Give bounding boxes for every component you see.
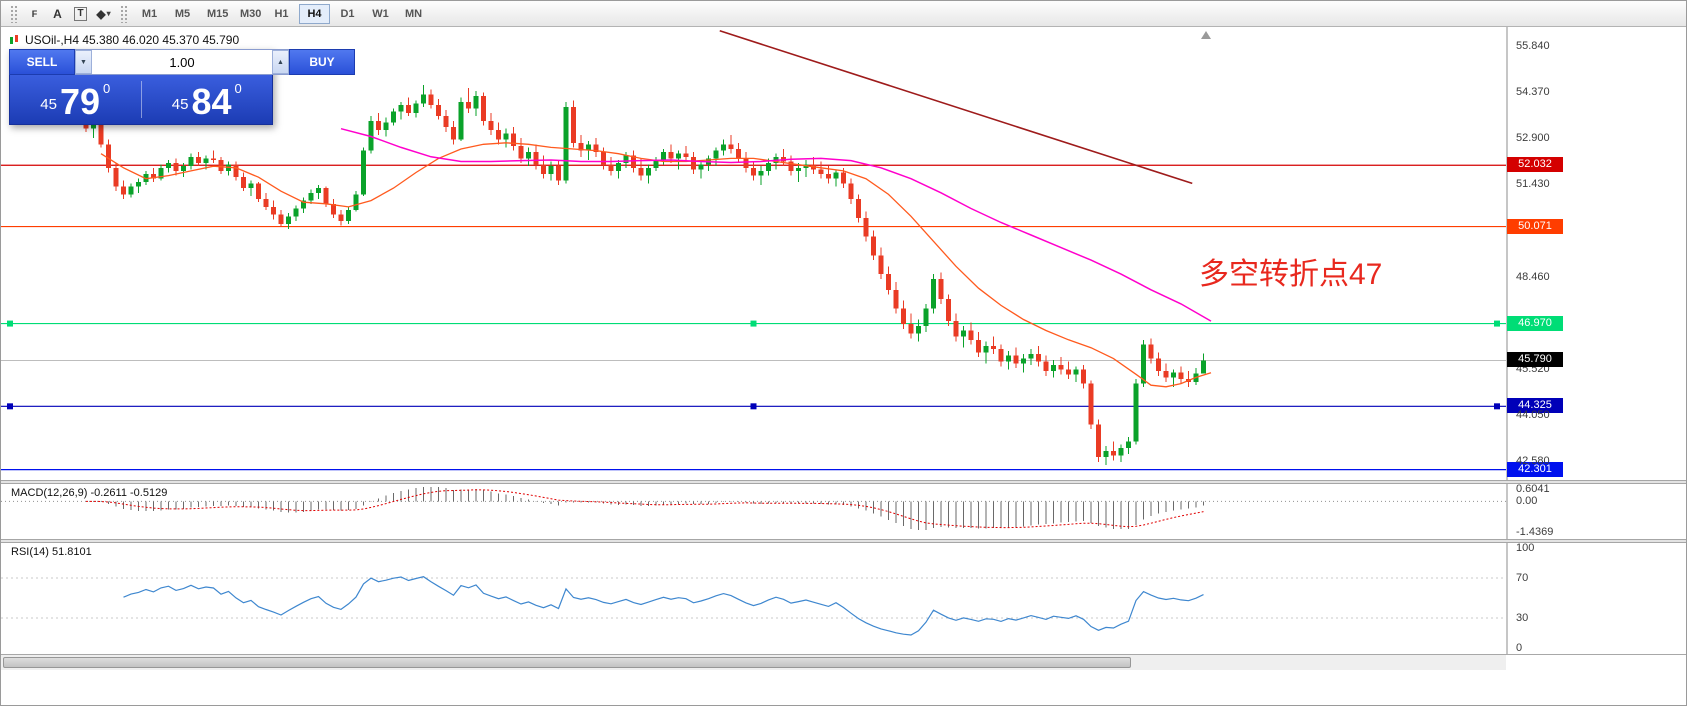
axis-tick-label: 0: [1516, 642, 1523, 654]
chart-annotation-text[interactable]: 多空转折点47: [1199, 258, 1383, 291]
volume-input[interactable]: [92, 50, 272, 74]
horizontal-scrollbar[interactable]: [1, 654, 1686, 670]
price-axis[interactable]: 52.032 50.071 46.970 44.325 42.301 55.840 54.3…: [1507, 27, 1686, 480]
ma_slow-line: [340, 127, 1212, 322]
macd-indicator-label: MACD(12,26,9) -0.2611 -0.5129: [11, 487, 168, 499]
symbol-ohlc-text: USOil-,H4 45.380 46.020 45.370 45.790: [25, 33, 240, 47]
timeframe-h1-button[interactable]: H1: [266, 4, 297, 24]
dropdown-arrow-icon: ▾: [106, 9, 111, 18]
price-level-badge: 44.325: [1507, 398, 1563, 414]
symbol-info: USOil-,H4 45.380 46.020 45.370 45.790: [9, 33, 239, 47]
buy-button[interactable]: BUY: [289, 49, 355, 75]
buy-price-prefix: 45: [171, 96, 189, 113]
axis-tick-label: 48.460: [1516, 270, 1550, 283]
trendline[interactable]: [719, 29, 1193, 185]
axis-tick-label: 52.900: [1516, 132, 1550, 145]
axis-tick-label: 0.00: [1516, 495, 1538, 508]
scrollbar-track[interactable]: [1, 655, 1506, 670]
rsi-axis[interactable]: 100 70 30 0: [1507, 542, 1686, 654]
letter-t-icon: T: [74, 6, 87, 21]
timeframe-h4-button[interactable]: H4: [299, 3, 330, 24]
trade-panel-prices: 45 79 0 45 84 0: [9, 75, 273, 125]
annotation-tool-button[interactable]: A: [46, 3, 69, 24]
timeframe-w1-button[interactable]: W1: [365, 4, 396, 24]
rsi-panel: 100 70 30 0 RSI(14) 51.8101: [1, 542, 1687, 654]
sell-button[interactable]: SELL: [9, 49, 75, 75]
price-level-badge: 46.970: [1507, 315, 1563, 331]
candles[interactable]: [83, 84, 1207, 465]
one-click-trading-panel: SELL ▼ ▲ BUY 45 79 0 45 84 0: [9, 49, 355, 125]
text-tool-button[interactable]: T: [69, 3, 92, 24]
toolbar-grip-icon[interactable]: [10, 4, 18, 23]
ma_fast-line: [100, 142, 1212, 388]
timeframe-m15-button[interactable]: M15: [200, 4, 231, 24]
sell-price-prefix: 45: [40, 96, 57, 113]
buy-price-display[interactable]: 45 84 0: [142, 75, 273, 124]
axis-tick-label: 0.6041: [1516, 482, 1550, 495]
axis-tick-label: 55.840: [1516, 40, 1550, 53]
buy-price-superscript: 0: [234, 81, 242, 96]
axis-tick-label: -1.4369: [1516, 525, 1554, 538]
price-level-badge: 50.071: [1507, 218, 1563, 234]
volume-stepper: ▼ ▲: [75, 49, 289, 75]
macd-panel: 0.6041 0.00 -1.4369 MACD(12,26,9) -0.2611 …: [1, 482, 1687, 539]
axis-tick-label: 44.050: [1516, 408, 1550, 421]
panel-separator[interactable]: [1, 539, 1686, 543]
axis-tick-label: 42.580: [1516, 454, 1550, 467]
toolbar: F A T ◆ ▾ M1 M5 M15 M30 H1 H4 D1 W1 MN: [1, 1, 1686, 27]
price-level-badge: 45.790: [1507, 352, 1563, 368]
rsi-chart-canvas[interactable]: [1, 543, 1687, 654]
timeframe-m5-button[interactable]: M5: [167, 4, 198, 24]
macd-chart-canvas[interactable]: [1, 484, 1687, 539]
rsi-indicator-label: RSI(14) 51.8101: [11, 546, 92, 558]
bottom-filler: [1, 670, 1686, 705]
timeframe-m1-button[interactable]: M1: [134, 4, 165, 24]
sell-price-superscript: 0: [103, 81, 111, 96]
chart-shift-marker-icon[interactable]: [1201, 31, 1211, 39]
price-chart-panel: 52.032 50.071 46.970 44.325 42.301 55.840 54.3…: [1, 27, 1686, 480]
axis-tick-label: 51.430: [1516, 178, 1550, 191]
axis-tick-label: 30: [1516, 612, 1529, 624]
axis-tick-label: 54.370: [1516, 86, 1550, 99]
volume-increase-button[interactable]: ▲: [272, 50, 289, 74]
price-level-badge: 42.301: [1507, 461, 1563, 477]
macd-histogram: [93, 487, 1204, 531]
price-chart-canvas[interactable]: [1, 27, 1687, 480]
toolbar-separator-grip[interactable]: [120, 4, 128, 23]
chart-type-icon: [10, 35, 18, 44]
trade-panel-header: SELL ▼ ▲ BUY: [9, 49, 355, 75]
volume-decrease-button[interactable]: ▼: [75, 50, 92, 74]
buy-price-big-digits: 84: [191, 81, 232, 123]
shapes-icon: ◆: [96, 6, 106, 21]
letter-a-icon: A: [53, 6, 62, 21]
sell-price-display[interactable]: 45 79 0: [10, 75, 141, 124]
chart-mode-button[interactable]: F: [23, 3, 46, 24]
macd-axis[interactable]: 0.6041 0.00 -1.4369: [1507, 482, 1686, 539]
macd-signal-line: [85, 489, 1204, 529]
objects-tool-button[interactable]: ◆ ▾: [92, 3, 115, 24]
price-level-badge: 52.032: [1507, 157, 1563, 173]
sell-price-big-digits: 79: [59, 81, 100, 123]
timeframe-mn-button[interactable]: MN: [398, 4, 429, 24]
rsi-line: [123, 576, 1204, 636]
price-divider: [140, 81, 142, 118]
scrollbar-handle[interactable]: [3, 657, 1131, 668]
timeframe-m30-button[interactable]: M30: [233, 4, 264, 24]
axis-tick-label: 100: [1516, 542, 1535, 554]
f-tool-icon: F: [31, 8, 38, 19]
panel-separator[interactable]: [1, 480, 1686, 484]
timeframe-d1-button[interactable]: D1: [332, 4, 363, 24]
axis-tick-label: 70: [1516, 572, 1529, 584]
